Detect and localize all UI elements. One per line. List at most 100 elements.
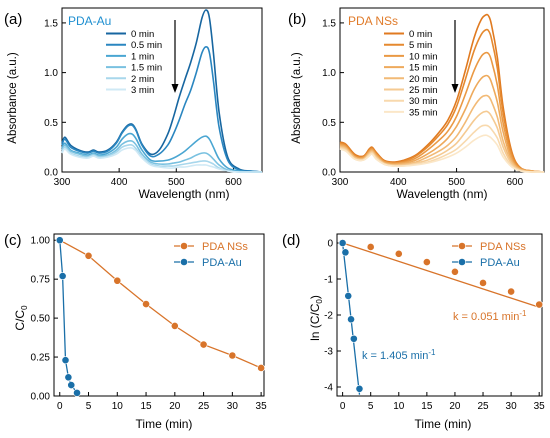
panel-d-xlabel: Time (min) — [415, 417, 472, 431]
panel-d-xtick-label: 30 — [506, 401, 518, 412]
panel-c-plot: 0 5 10 15 20 25 30 35 0.00 0.25 0.50 0.75 1.00 PDA NS… — [31, 233, 268, 412]
panel-c-data-point — [199, 340, 208, 349]
panel-d-ytick-label: 0 — [327, 239, 333, 250]
panel-a-xtick-label: 500 — [168, 177, 185, 188]
panel-d-xtick-label: 15 — [421, 401, 433, 412]
panel-a-ytick-label: 1.0 — [44, 68, 58, 79]
panel-b-xtick-label: 500 — [448, 177, 465, 188]
panel-c-data-point — [113, 276, 122, 285]
panel-c-ytick-label: 0.00 — [31, 392, 51, 403]
panel-a-legend-label: 0 min — [131, 29, 154, 40]
panel-d-data-point — [394, 249, 403, 258]
panel-a-series-line — [61, 9, 263, 173]
panel-a-ytick-label: 1.5 — [44, 18, 58, 29]
panel-b-ylabel: Absorbance (a.u.) — [291, 52, 303, 144]
panel-c-xtick-label: 20 — [169, 401, 181, 412]
panel-d-ylabel-sub: 0 — [315, 299, 324, 304]
panel-d-data-point — [422, 258, 431, 266]
panel-d-data-point — [349, 334, 358, 343]
panel-c-ytick-label: 0.75 — [31, 275, 51, 286]
panel-c-ytick-label: 1.00 — [31, 236, 51, 247]
panel-d-data-point — [344, 292, 353, 300]
panel-b-legend-label: 20 min — [409, 74, 438, 85]
panel-d-annotation-k-au-sup: -1 — [428, 348, 436, 357]
panel-d-ytick-label: -1 — [324, 275, 333, 286]
panel-c-label: (c) — [4, 232, 22, 249]
panel-c-legend-label: PDA NSs — [202, 241, 248, 253]
panel-d-annotation-k-nss-text: k = 0.051 min — [453, 311, 519, 323]
panel-a-arrow-head — [171, 84, 179, 93]
panel-d-ytick-label: -3 — [324, 347, 333, 358]
panel-b-legend-label: 15 min — [409, 63, 438, 74]
panel-c-legend-label: PDA-Au — [202, 257, 242, 269]
panel-d-plot: 0 5 10 15 20 25 30 35 0 -1 -2 -3 -4 PDA NSs PDA-Au — [324, 233, 546, 412]
panel-a-series-line — [61, 139, 262, 173]
panel-d-ytick-label: -2 — [324, 311, 333, 322]
panel-d-data-point — [451, 267, 459, 276]
panel-c-data-point — [58, 272, 67, 280]
panel-d-data-point — [366, 243, 375, 251]
panel-c-frame — [53, 233, 265, 397]
panel-d-annotation-k-nss: k = 0.051 min-1 — [453, 309, 527, 323]
panel-a-series-line — [61, 132, 263, 173]
panel-a-series-line — [61, 147, 262, 173]
panel-c-data-point — [64, 373, 73, 382]
panel-d-data-point — [338, 239, 347, 247]
panel-d-legend-marker — [458, 242, 466, 250]
panel-b-legend-title: PDA NSs — [348, 14, 398, 28]
panel-d-annotation-k-nss-sup: -1 — [519, 309, 527, 318]
panel-b-xtick-label: 400 — [390, 177, 407, 188]
panel-d-xtick-label: 25 — [477, 401, 489, 412]
panel-b-frame — [339, 7, 545, 173]
panel-d-label: (d) — [282, 232, 300, 249]
panel-d-xtick-label: 20 — [449, 401, 461, 412]
panel-c-ylabel-sub: 0 — [20, 305, 29, 310]
panel-a-xtick-label: 600 — [225, 177, 242, 188]
panel-a: (a) Absorbance (a.u.) Wavelength (nm) PD… — [4, 7, 263, 201]
panel-a-ylabel: Absorbance (a.u.) — [7, 52, 19, 144]
panel-d-annotation-k-au-text: k = 1.405 min — [362, 350, 428, 362]
panel-a-label: (a) — [4, 11, 22, 28]
panel-b-ytick-label: 1.5 — [322, 18, 336, 29]
panel-a-legend-title: PDA-Au — [68, 14, 111, 28]
panel-a-xtick-label: 400 — [111, 177, 128, 188]
panel-c-xtick-label: 25 — [198, 401, 210, 412]
panel-b-legend-label: 10 min — [409, 51, 438, 62]
panel-c-xtick-label: 30 — [227, 401, 239, 412]
panel-b-xtick-label: 600 — [507, 177, 524, 188]
panel-b-legend-label: 5 min — [409, 40, 432, 51]
panel-c-data-point — [61, 356, 70, 365]
panel-d-xtick-label: 35 — [534, 401, 546, 412]
panel-d-xtick-label: 0 — [340, 401, 346, 412]
panel-c-data-point — [67, 381, 76, 389]
panel-a-ytick-label: 0.0 — [44, 168, 58, 179]
panel-c-data-point — [228, 351, 237, 360]
panel-a-legend-label: 0.5 min — [131, 40, 162, 51]
panel-d-ylabel: ln (C/C0) — [308, 295, 324, 341]
panel-d-legend-label: PDA NSs — [480, 241, 526, 253]
panel-a-legend-label: 1 min — [131, 51, 154, 62]
panel-b-ytick-label: 0.5 — [322, 118, 336, 129]
panel-c: (c) C/C0 Time (min) 0 5 10 15 20 25 30 350.000.… — [4, 232, 267, 431]
panel-c-data-point — [257, 364, 266, 372]
panel-c-xtick-label: 35 — [256, 401, 268, 412]
panel-c-xtick-label: 15 — [140, 401, 152, 412]
panel-d: (d) ln (C/C0) Time (min) k = 1.405 min-1… — [282, 232, 545, 431]
panel-d-ylabel-main: ln (C/C — [308, 303, 322, 341]
panel-b-ytick-label: 0.0 — [322, 168, 336, 179]
panel-d-annotation-k-au: k = 1.405 min-1 — [362, 348, 436, 362]
panel-d-data-point — [507, 287, 516, 296]
panel-d-data-point — [535, 300, 544, 309]
panel-b-xtick-label: 300 — [332, 177, 349, 188]
panel-a-xtick-label: 300 — [54, 177, 71, 188]
panel-c-legend-marker — [180, 258, 188, 266]
panel-d-data-point — [341, 248, 350, 257]
panel-b-legend-label: 25 min — [409, 85, 438, 96]
panel-d-legend-label: PDA-Au — [480, 257, 520, 269]
panel-d-ytick-label: -4 — [324, 383, 333, 394]
panel-c-legend-marker — [180, 242, 188, 250]
panel-b: (b) Absorbance (a.u.) Wavelength (nm) PD… — [288, 7, 545, 201]
